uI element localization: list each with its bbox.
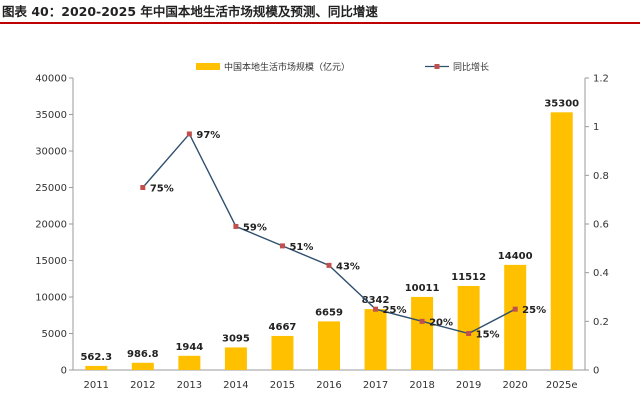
bar-value-label: 6659 [315, 307, 343, 318]
bar-value-label: 986.8 [127, 349, 159, 360]
growth-marker [186, 131, 192, 137]
title-divider [0, 22, 640, 24]
left-axis-tick-label: 15000 [35, 256, 67, 267]
growth-marker [326, 262, 332, 268]
bar [550, 112, 573, 370]
x-axis-tick-label: 2020 [502, 380, 527, 391]
bar [224, 347, 247, 370]
bar-value-label: 10011 [405, 283, 440, 294]
bar [85, 365, 108, 370]
right-axis-tick-label: 0.2 [593, 317, 609, 328]
bar-value-label: 562.3 [80, 352, 112, 363]
left-axis-tick-label: 30000 [35, 147, 67, 158]
growth-value-label: 25% [522, 305, 546, 316]
bar [504, 264, 527, 370]
growth-value-label: 97% [196, 130, 220, 141]
left-axis-tick-label: 25000 [35, 183, 67, 194]
growth-value-label: 15% [476, 330, 500, 341]
growth-marker [279, 243, 285, 249]
growth-marker [466, 331, 472, 336]
growth-value-label: 51% [289, 242, 313, 253]
left-axis-tick-label: 0 [61, 366, 67, 377]
x-axis-tick-label: 2011 [84, 380, 109, 391]
growth-value-label: 25% [383, 305, 407, 316]
growth-value-label: 75% [150, 184, 174, 195]
bar-value-label: 14400 [498, 251, 533, 262]
growth-marker [373, 306, 379, 312]
x-axis-tick-label: 2025e [546, 380, 578, 391]
growth-marker [512, 306, 518, 312]
x-axis-tick-label: 2012 [130, 380, 155, 391]
x-axis-tick-label: 2018 [409, 380, 434, 391]
bar [271, 335, 294, 370]
bar [457, 285, 480, 370]
right-axis-tick-label: 0 [593, 366, 599, 377]
right-axis-tick-label: 0.6 [593, 220, 609, 231]
x-axis-tick-label: 2017 [363, 380, 388, 391]
growth-marker [140, 185, 146, 190]
legend-bar-swatch [196, 63, 220, 70]
left-axis-tick-label: 35000 [35, 110, 67, 121]
left-axis-tick-label: 20000 [35, 220, 67, 231]
bar-value-label: 3095 [222, 333, 250, 344]
x-axis-tick-label: 2013 [177, 380, 202, 391]
bar [131, 362, 154, 370]
x-axis-tick-label: 2014 [223, 380, 248, 391]
bar-value-label: 8342 [362, 295, 390, 306]
bar-value-label: 1944 [175, 342, 203, 353]
x-axis-tick-label: 2016 [316, 380, 341, 391]
legend-bar-label: 中国本地生活市场规模（亿元） [224, 61, 350, 73]
x-axis-tick-label: 2019 [456, 380, 481, 391]
growth-marker [419, 318, 425, 324]
right-axis-tick-label: 1.2 [593, 74, 609, 85]
left-axis-tick-label: 40000 [35, 74, 67, 85]
growth-value-label: 20% [429, 317, 453, 328]
legend-line-label: 同比增长 [453, 61, 489, 73]
x-axis-tick-label: 2015 [270, 380, 295, 391]
chart-title: 图表 40：2020-2025 年中国本地生活市场规模及预测、同比增速 [2, 4, 378, 19]
legend-line-marker [434, 64, 440, 69]
bar-value-label: 4667 [269, 322, 297, 333]
left-axis-tick-label: 10000 [35, 293, 67, 304]
right-axis-tick-label: 1 [593, 122, 599, 133]
left-axis-tick-label: 5000 [42, 329, 67, 340]
right-axis-tick-label: 0.8 [593, 171, 609, 182]
growth-marker [233, 223, 239, 229]
growth-value-label: 59% [243, 222, 267, 233]
bar-value-label: 35300 [544, 98, 579, 109]
bar [318, 321, 340, 370]
right-axis-tick-label: 0.4 [593, 268, 609, 279]
bar [411, 296, 434, 370]
bar [178, 355, 201, 370]
growth-value-label: 43% [336, 261, 360, 272]
bar-value-label: 11512 [451, 272, 486, 283]
bar [364, 309, 387, 370]
